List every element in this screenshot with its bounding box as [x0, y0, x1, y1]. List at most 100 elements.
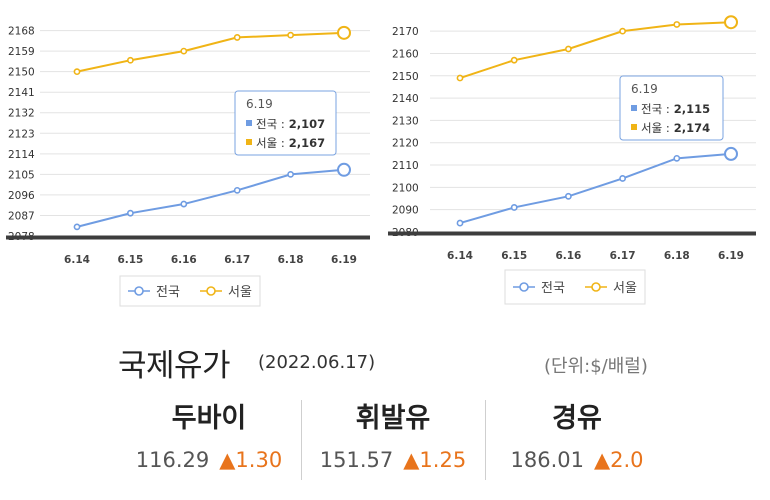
- data-point[interactable]: [619, 175, 626, 182]
- x-tick-label: 6.16: [171, 254, 197, 266]
- tooltip-swatch: [246, 139, 252, 145]
- x-tick-label: 6.19: [331, 254, 357, 266]
- x-tick-label: 6.17: [610, 250, 636, 262]
- tooltip-swatch: [631, 105, 637, 111]
- price-value: 151.57: [319, 448, 394, 472]
- x-tick-label: 6.15: [117, 254, 143, 266]
- y-tick-label: 2140: [392, 93, 419, 105]
- price-dubai: 두바이 116.29 ▲1.30: [118, 400, 300, 480]
- divider: [485, 400, 486, 480]
- price-value: 116.29: [135, 448, 210, 472]
- series-line: [459, 21, 732, 79]
- legend-marker: [591, 282, 601, 292]
- x-tick-label: 6.14: [64, 254, 90, 266]
- tooltip-row: 전국 : 2,115: [641, 102, 710, 116]
- legend-box: [119, 275, 261, 307]
- price-gasoline: 휘발유 151.57 ▲1.25: [302, 400, 484, 480]
- series-line: [459, 152, 732, 225]
- tooltip-title: 6.19: [631, 82, 658, 96]
- y-tick-label: 2160: [392, 48, 419, 60]
- data-point[interactable]: [126, 56, 134, 64]
- tooltip-row: 전국 : 2,107: [256, 117, 325, 131]
- tooltip-box: [619, 75, 724, 141]
- legend-label[interactable]: 전국: [156, 285, 180, 300]
- x-tick-label: 6.15: [501, 250, 527, 262]
- series-line: [76, 168, 345, 228]
- data-point[interactable]: [673, 21, 681, 28]
- y-tick-label: 2096: [8, 190, 35, 202]
- x-tick-label: 6.18: [664, 250, 690, 262]
- x-tick-label: 6.19: [718, 250, 744, 262]
- price-change: ▲1.25: [403, 448, 467, 472]
- y-tick-label: 2150: [8, 67, 35, 79]
- data-point[interactable]: [619, 27, 626, 35]
- price-change: ▲1.30: [219, 448, 283, 472]
- data-point[interactable]: [73, 223, 81, 231]
- x-tick-label: 6.18: [278, 254, 304, 266]
- x-tick-label: 6.17: [224, 254, 250, 266]
- chart-right: 2080209021002110212021302140215021602170…: [386, 0, 770, 320]
- data-point[interactable]: [337, 162, 351, 177]
- tooltip-row: 서울 : 2,167: [256, 136, 325, 150]
- data-point[interactable]: [180, 47, 188, 55]
- data-point[interactable]: [337, 25, 351, 40]
- tooltip-swatch: [631, 124, 637, 130]
- line-chart: 2080209021002110212021302140215021602170…: [388, 15, 756, 305]
- y-tick-label: 2110: [392, 160, 419, 172]
- oil-price-unit: (단위:$/배럴): [544, 356, 648, 377]
- data-point[interactable]: [287, 31, 294, 39]
- legend-marker: [134, 286, 144, 296]
- y-tick-label: 2159: [8, 46, 35, 58]
- legend-label[interactable]: 서울: [613, 281, 637, 296]
- price-change: ▲2.0: [593, 448, 644, 472]
- data-point[interactable]: [456, 219, 464, 227]
- y-tick-label: 2090: [392, 205, 419, 217]
- series-line: [76, 31, 345, 73]
- price-name: 휘발유: [355, 403, 431, 434]
- divider: [301, 400, 302, 480]
- price-value: 186.01: [510, 448, 584, 472]
- data-point[interactable]: [456, 74, 464, 82]
- oil-price-header: 국제유가 (2022.06.17) (단위:$/배럴): [118, 340, 678, 384]
- y-tick-label: 2087: [8, 210, 35, 222]
- data-point[interactable]: [724, 146, 738, 161]
- x-tick-label: 6.14: [447, 250, 473, 262]
- y-tick-label: 2114: [8, 149, 35, 161]
- data-point[interactable]: [233, 34, 241, 41]
- x-tick-label: 6.16: [555, 250, 581, 262]
- price-name: 두바이: [171, 403, 247, 434]
- y-tick-label: 2105: [8, 169, 35, 181]
- oil-price-title: 국제유가: [118, 348, 231, 384]
- tooltip-swatch: [246, 120, 252, 126]
- y-tick-label: 2170: [392, 26, 419, 38]
- y-tick-label: 2123: [8, 128, 35, 140]
- data-point[interactable]: [510, 56, 518, 64]
- y-tick-label: 2141: [8, 87, 35, 99]
- data-point[interactable]: [180, 200, 188, 208]
- line-chart: 2078208720962105211421232132214121502159…: [6, 25, 370, 307]
- y-tick-label: 2132: [8, 108, 35, 120]
- data-point[interactable]: [73, 68, 81, 76]
- price-diesel: 경유 186.01 ▲2.0: [486, 400, 668, 480]
- legend-label[interactable]: 전국: [541, 281, 565, 296]
- tooltip-box: [234, 90, 337, 156]
- y-tick-label: 2130: [392, 115, 419, 127]
- data-point[interactable]: [510, 204, 518, 211]
- y-tick-label: 2150: [392, 71, 419, 83]
- y-tick-label: 2120: [392, 138, 419, 150]
- oil-price-date: (2022.06.17): [258, 352, 376, 373]
- legend-marker: [206, 286, 216, 296]
- data-point[interactable]: [673, 154, 681, 162]
- chart-left: 2078208720962105211421232132214121502159…: [0, 0, 380, 320]
- y-tick-label: 2100: [392, 182, 419, 194]
- y-tick-label: 2168: [8, 26, 35, 38]
- data-point[interactable]: [126, 209, 134, 217]
- data-point[interactable]: [287, 170, 294, 178]
- data-point[interactable]: [564, 45, 572, 53]
- data-point[interactable]: [564, 192, 572, 200]
- tooltip-row: 서울 : 2,174: [641, 121, 710, 135]
- legend-label[interactable]: 서울: [228, 285, 252, 300]
- legend-marker: [519, 282, 529, 292]
- data-point[interactable]: [724, 15, 738, 30]
- data-point[interactable]: [233, 186, 241, 194]
